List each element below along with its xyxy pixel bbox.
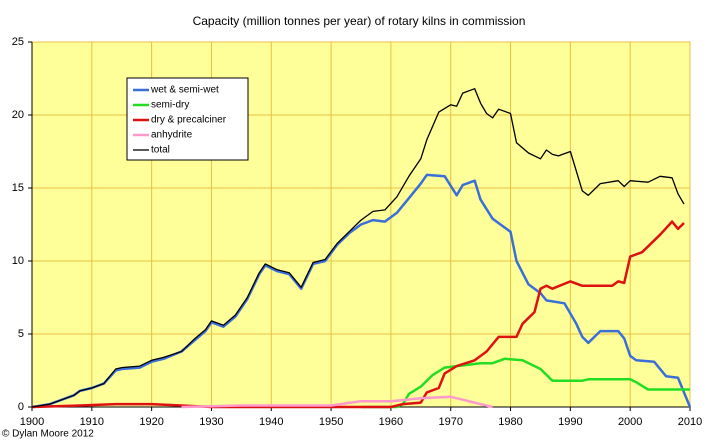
legend-label: anhydrite (151, 130, 193, 141)
y-tick-label: 20 (12, 109, 24, 121)
y-tick-label: 5 (18, 328, 24, 340)
x-tick-label: 1980 (498, 416, 522, 428)
y-tick-label: 25 (12, 36, 24, 48)
x-tick-label: 1940 (259, 416, 283, 428)
x-tick-label: 1930 (199, 416, 223, 428)
x-tick-label: 1920 (139, 416, 163, 428)
legend-label: dry & precalciner (151, 115, 227, 126)
x-tick-label: 1970 (438, 416, 462, 428)
series-line (31, 173, 692, 409)
x-tick-label: 2000 (618, 416, 642, 428)
series-line (31, 220, 685, 409)
y-tick-label: 0 (18, 401, 24, 413)
y-tick-label: 10 (12, 255, 24, 267)
legend-label: total (151, 145, 170, 156)
x-tick-label: 1950 (319, 416, 343, 428)
x-tick-label: 1910 (80, 416, 104, 428)
legend-label: wet & semi-wet (150, 85, 219, 96)
legend-label: semi-dry (151, 100, 189, 111)
series-line (361, 357, 690, 409)
series-line (31, 88, 685, 408)
x-tick-label: 1990 (558, 416, 582, 428)
credit: © Dylan Moore 2012 (2, 429, 94, 440)
y-tick-label: 15 (12, 182, 24, 194)
x-tick-label: 1960 (379, 416, 403, 428)
series-line (181, 395, 493, 409)
x-tick-label: 1900 (20, 416, 44, 428)
chart-title: Capacity (million tonnes per year) of ro… (193, 14, 526, 28)
legend: wet & semi-wet semi-dry dry & precalciner a… (126, 77, 249, 161)
x-tick-label: 2010 (678, 416, 702, 428)
